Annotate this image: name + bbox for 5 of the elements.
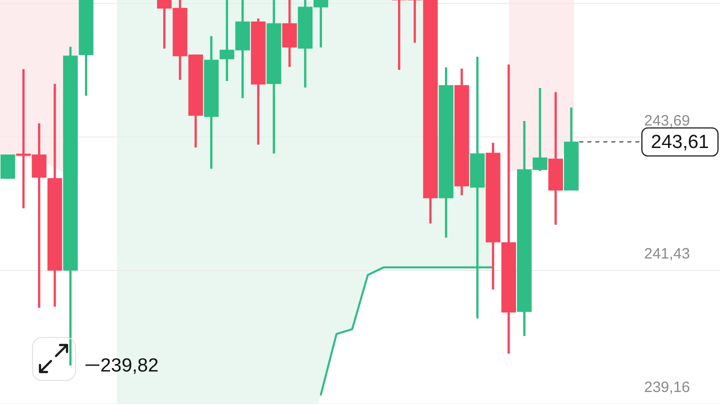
ref-line-label: 243,61 <box>650 132 710 154</box>
y-tick-label: 241,43 <box>644 245 690 262</box>
y-tick-label: 239,16 <box>644 379 690 396</box>
annotation: 239,82 <box>100 355 159 376</box>
y-tick-label: 243,69 <box>644 112 690 130</box>
